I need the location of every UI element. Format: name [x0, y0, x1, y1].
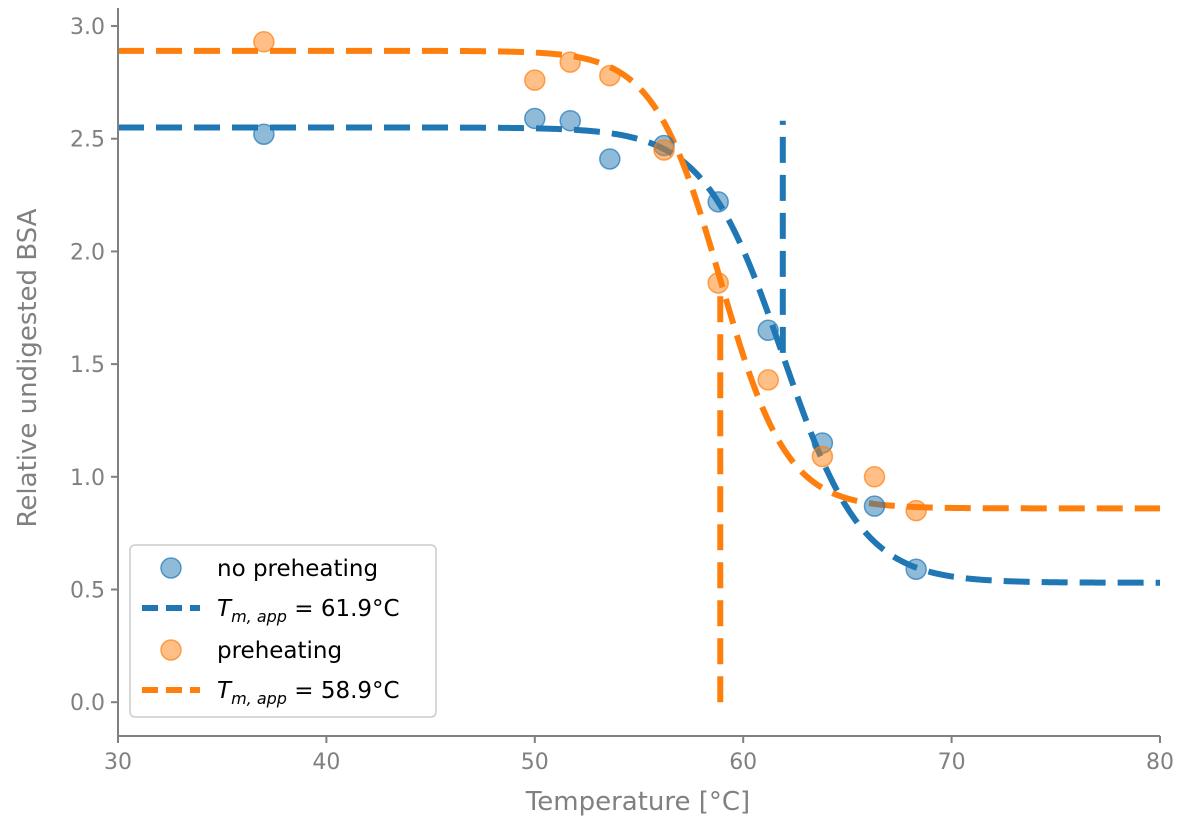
legend-label-fit-no-preheating: Tm, app = 61.9°C — [217, 596, 400, 626]
legend-frame — [129, 544, 437, 718]
data-point-preheating — [707, 272, 729, 294]
data-point-no-preheating — [524, 107, 546, 130]
data-point-preheating — [905, 499, 927, 522]
data-point-preheating — [863, 466, 886, 488]
fit-curve-preheating — [118, 47, 1160, 512]
x-tick-label: 80 — [1146, 750, 1174, 775]
fit-label-subscript: m, app — [231, 689, 287, 708]
y-axis-title: Relative undigested BSA — [13, 208, 43, 527]
data-point-no-preheating — [757, 319, 779, 342]
data-point-preheating — [559, 51, 581, 73]
y-tick-label: 1.5 — [70, 353, 105, 378]
legend-label-no-preheating: no preheating — [217, 556, 378, 582]
fit-label-value: = 61.9°C — [287, 596, 400, 622]
data-point-no-preheating — [905, 558, 927, 580]
fit-label-t: T — [217, 596, 233, 622]
fit-curves — [118, 47, 1160, 586]
data-point-no-preheating — [253, 123, 275, 145]
x-tick-label: 70 — [938, 750, 966, 775]
legend-label-preheating: preheating — [217, 638, 342, 664]
data-point-preheating — [599, 64, 621, 87]
y-tick-label: 2.5 — [70, 128, 105, 153]
y-tick-label: 3.0 — [70, 15, 105, 40]
fit-curve-no-preheating — [118, 124, 1160, 586]
y-tick-label: 0.5 — [70, 578, 105, 603]
y-tick-label: 1.0 — [70, 466, 105, 491]
data-point-preheating — [653, 139, 675, 161]
tm-marker-lines — [717, 120, 786, 703]
x-tick-label: 30 — [104, 750, 132, 775]
fit-label-value: = 58.9°C — [287, 678, 400, 704]
data-points — [253, 31, 927, 580]
legend-marker-no-preheating — [160, 557, 182, 579]
data-point-preheating — [524, 69, 546, 91]
data-point-no-preheating — [863, 495, 886, 517]
data-point-preheating — [811, 445, 834, 468]
data-point-no-preheating — [707, 191, 729, 213]
data-point-preheating — [253, 31, 275, 53]
legend: no preheating Tm, app = 61.9°C preheatin… — [129, 544, 437, 718]
data-point-preheating — [757, 369, 779, 391]
x-axis-title: Temperature [°C] — [525, 787, 750, 817]
data-point-no-preheating — [599, 148, 621, 170]
x-tick-label: 50 — [521, 750, 549, 775]
fit-label-subscript: m, app — [231, 607, 287, 626]
legend-marker-preheating — [160, 639, 182, 661]
legend-label-fit-preheating: Tm, app = 58.9°C — [217, 678, 400, 708]
x-tick-label: 40 — [312, 750, 340, 775]
fit-label-t: T — [217, 678, 233, 704]
y-tick-label: 0.0 — [70, 691, 105, 716]
x-tick-label: 60 — [729, 750, 757, 775]
y-tick-label: 2.0 — [70, 240, 105, 265]
axes: 30 40 50 60 70 80 0.0 0.5 1.0 1.5 2.0 2.5 3.0 — [70, 8, 1174, 775]
data-point-no-preheating — [559, 109, 581, 132]
